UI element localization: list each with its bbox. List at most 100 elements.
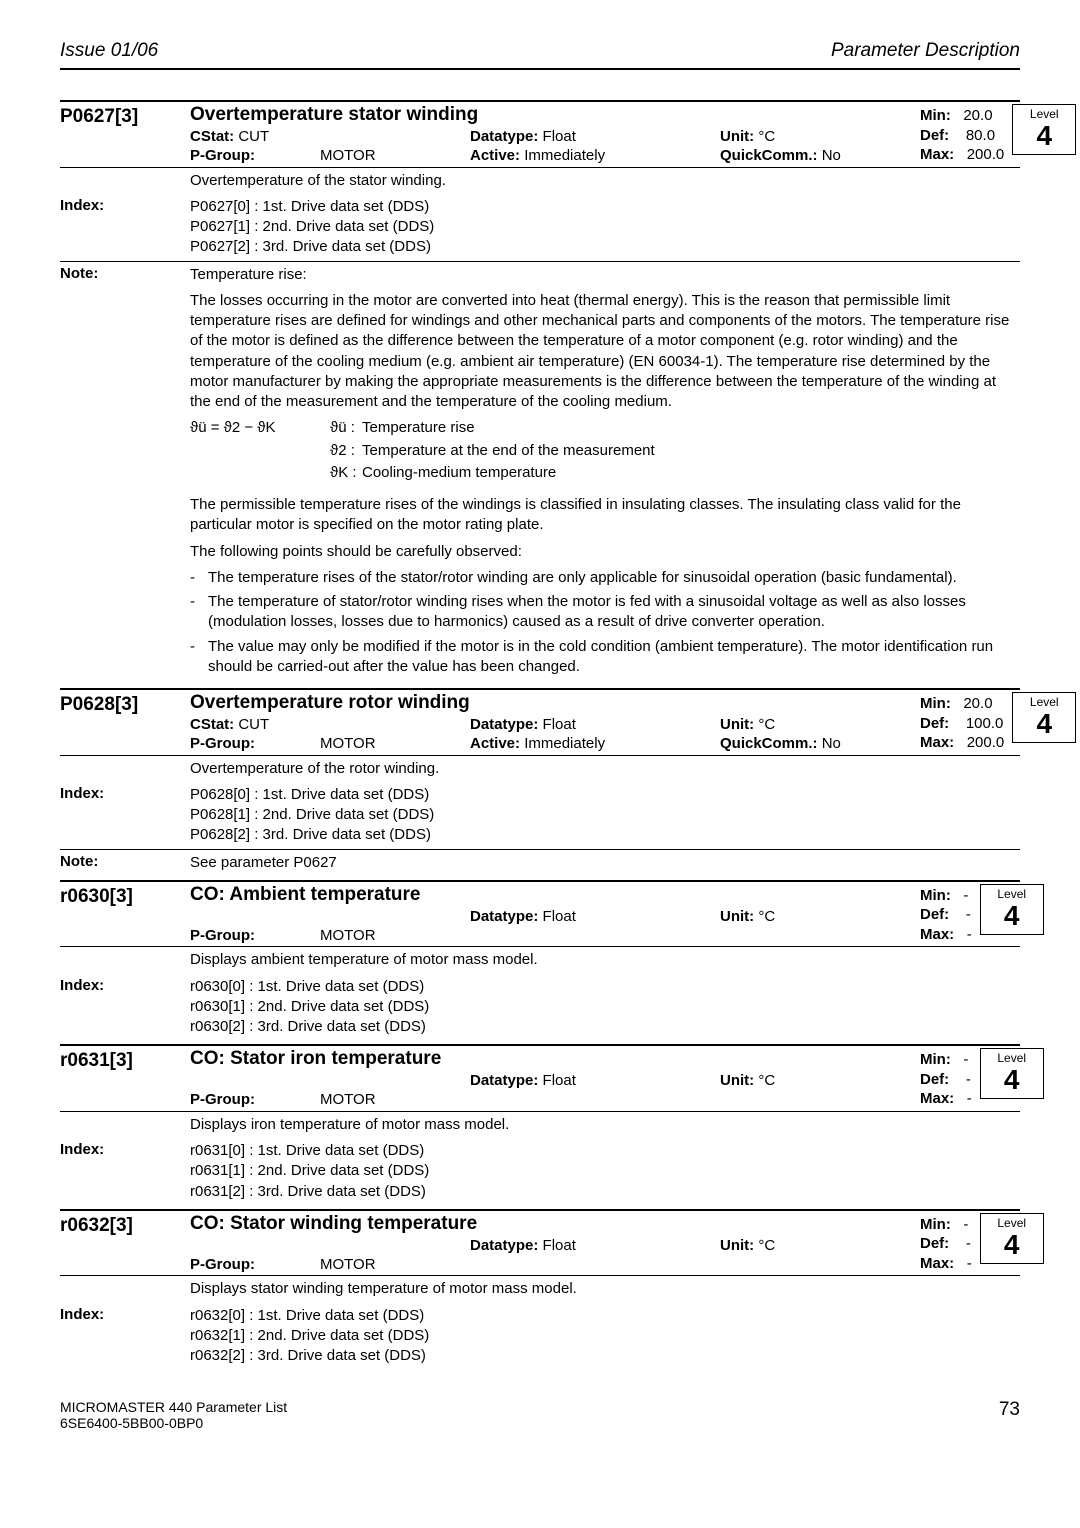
note-body: Temperature rise: The losses occurring i… <box>190 262 1020 685</box>
pgroup-label: P-Group: <box>190 735 255 752</box>
min-label: Min: <box>920 695 951 712</box>
datatype-label: Datatype: <box>470 908 538 925</box>
dds-line: r0630[2] : 3rd. Drive data set (DDS) <box>190 1017 1020 1037</box>
level-label: Level <box>1013 693 1075 709</box>
param-r0632: r0632[3] CO: Stator winding temperature … <box>60 1209 1020 1370</box>
level-number: 4 <box>1013 121 1075 154</box>
def-value: - <box>966 1071 971 1088</box>
level-box: Level 4 <box>1012 104 1076 155</box>
min-label: Min: <box>920 887 951 904</box>
note-text: The losses occurring in the motor are co… <box>190 291 1020 413</box>
unit: °C <box>758 1237 775 1254</box>
def-label: Def: <box>920 1071 949 1088</box>
title-row: P0628[3] Overtemperature rotor winding C… <box>60 690 1020 755</box>
datatype-label: Datatype: <box>470 716 538 733</box>
description: Overtemperature of the stator winding. <box>190 168 1020 194</box>
max-value: - <box>967 1090 972 1107</box>
quickcomm: No <box>822 735 841 752</box>
unit: °C <box>758 1072 775 1089</box>
param-P0627: P0627[3] Overtemperature stator winding … <box>60 100 1020 684</box>
unit-label: Unit: <box>720 716 754 733</box>
active-label: Active: <box>470 147 520 164</box>
dds-line: r0632[2] : 3rd. Drive data set (DDS) <box>190 1346 1020 1366</box>
dds-line: P0627[2] : 3rd. Drive data set (DDS) <box>190 237 1020 257</box>
max-value: - <box>967 926 972 943</box>
max-value: 200.0 <box>967 146 1005 163</box>
meta-row-1: CStat: CUT Datatype: Float Unit: °C <box>190 128 920 145</box>
cstat: CUT <box>238 128 269 145</box>
level-label: Level <box>1013 105 1075 121</box>
note-list: The temperature rises of the stator/roto… <box>190 568 1020 677</box>
formula-lhs: ϑü = ϑ2 − ϑK <box>190 418 330 438</box>
dds-line: r0630[0] : 1st. Drive data set (DDS) <box>190 977 1020 997</box>
symbol: ϑü : <box>330 418 362 438</box>
param-id: r0630[3] <box>60 884 190 908</box>
def-value: - <box>966 906 971 923</box>
footer-line2: 6SE6400-5BB00-0BP0 <box>60 1415 287 1431</box>
param-id: r0631[3] <box>60 1048 190 1072</box>
quickcomm-label: QuickComm.: <box>720 735 818 752</box>
param-r0630: r0630[3] CO: Ambient temperature Datatyp… <box>60 880 1020 1041</box>
param-title: CO: Stator winding temperature <box>190 1213 920 1235</box>
pgroup-label: P-Group: <box>190 147 255 164</box>
index-label: Index: <box>60 194 190 261</box>
min-value: 20.0 <box>963 695 992 712</box>
list-item: The temperature of stator/rotor winding … <box>208 592 1020 633</box>
description: Overtemperature of the rotor winding. <box>190 756 1020 782</box>
description: Displays ambient temperature of motor ma… <box>190 947 1020 973</box>
param-title: Overtemperature rotor winding <box>190 692 920 714</box>
param-id: P0627[3] <box>60 104 190 128</box>
formula: ϑü = ϑ2 − ϑK ϑü :Temperature rise ϑ2 :Te… <box>190 418 1020 485</box>
param-title: CO: Ambient temperature <box>190 884 920 906</box>
unit-label: Unit: <box>720 908 754 925</box>
datatype: Float <box>543 1072 576 1089</box>
title-row: P0627[3] Overtemperature stator winding … <box>60 102 1020 167</box>
unit: °C <box>758 128 775 145</box>
note-label: Note: <box>60 262 190 685</box>
index-label: Index: <box>60 1138 190 1205</box>
param-id: P0628[3] <box>60 692 190 716</box>
max-value: - <box>967 1255 972 1272</box>
quickcomm-label: QuickComm.: <box>720 147 818 164</box>
note-intro: Temperature rise: <box>190 265 1020 285</box>
note-body: See parameter P0627 <box>190 850 1020 876</box>
pgroup-label: P-Group: <box>190 1091 255 1108</box>
unit-label: Unit: <box>720 1237 754 1254</box>
level-number: 4 <box>981 901 1043 934</box>
dds-line: r0631[0] : 1st. Drive data set (DDS) <box>190 1141 1020 1161</box>
min-def-max: Min: 20.0 Def: 80.0 Max: 200.0 <box>920 104 1004 165</box>
min-label: Min: <box>920 107 951 124</box>
description: Displays iron temperature of motor mass … <box>190 1112 1020 1138</box>
active: Immediately <box>524 735 605 752</box>
symbol-desc: Temperature rise <box>362 419 475 436</box>
level-number: 4 <box>1013 709 1075 742</box>
datatype-label: Datatype: <box>470 1072 538 1089</box>
def-label: Def: <box>920 906 949 923</box>
min-value: - <box>963 1216 968 1233</box>
dds-line: P0628[2] : 3rd. Drive data set (DDS) <box>190 825 1020 845</box>
pgroup-label: P-Group: <box>190 927 255 944</box>
dds-line: P0627[1] : 2nd. Drive data set (DDS) <box>190 217 1020 237</box>
description: Displays stator winding temperature of m… <box>190 1276 1020 1302</box>
index-row: Index: P0627[0] : 1st. Drive data set (D… <box>60 194 1020 261</box>
max-label: Max: <box>920 1090 954 1107</box>
note-row: Note: Temperature rise: The losses occur… <box>60 262 1020 685</box>
active: Immediately <box>524 147 605 164</box>
dds-line: r0631[1] : 2nd. Drive data set (DDS) <box>190 1161 1020 1181</box>
level-label: Level <box>981 1049 1043 1065</box>
note-para: The following points should be carefully… <box>190 542 1020 562</box>
unit: °C <box>758 908 775 925</box>
def-value: - <box>966 1235 971 1252</box>
header-right: Parameter Description <box>831 40 1020 62</box>
dds-line: r0630[1] : 2nd. Drive data set (DDS) <box>190 997 1020 1017</box>
def-label: Def: <box>920 1235 949 1252</box>
param-title: Overtemperature stator winding <box>190 104 920 126</box>
level-number: 4 <box>981 1065 1043 1098</box>
note-para: The permissible temperature rises of the… <box>190 495 1020 536</box>
cstat-label: CStat: <box>190 128 234 145</box>
min-label: Min: <box>920 1051 951 1068</box>
def-label: Def: <box>920 715 949 732</box>
quickcomm: No <box>822 147 841 164</box>
def-label: Def: <box>920 127 949 144</box>
title-inner: Overtemperature stator winding CStat: CU… <box>190 104 920 164</box>
